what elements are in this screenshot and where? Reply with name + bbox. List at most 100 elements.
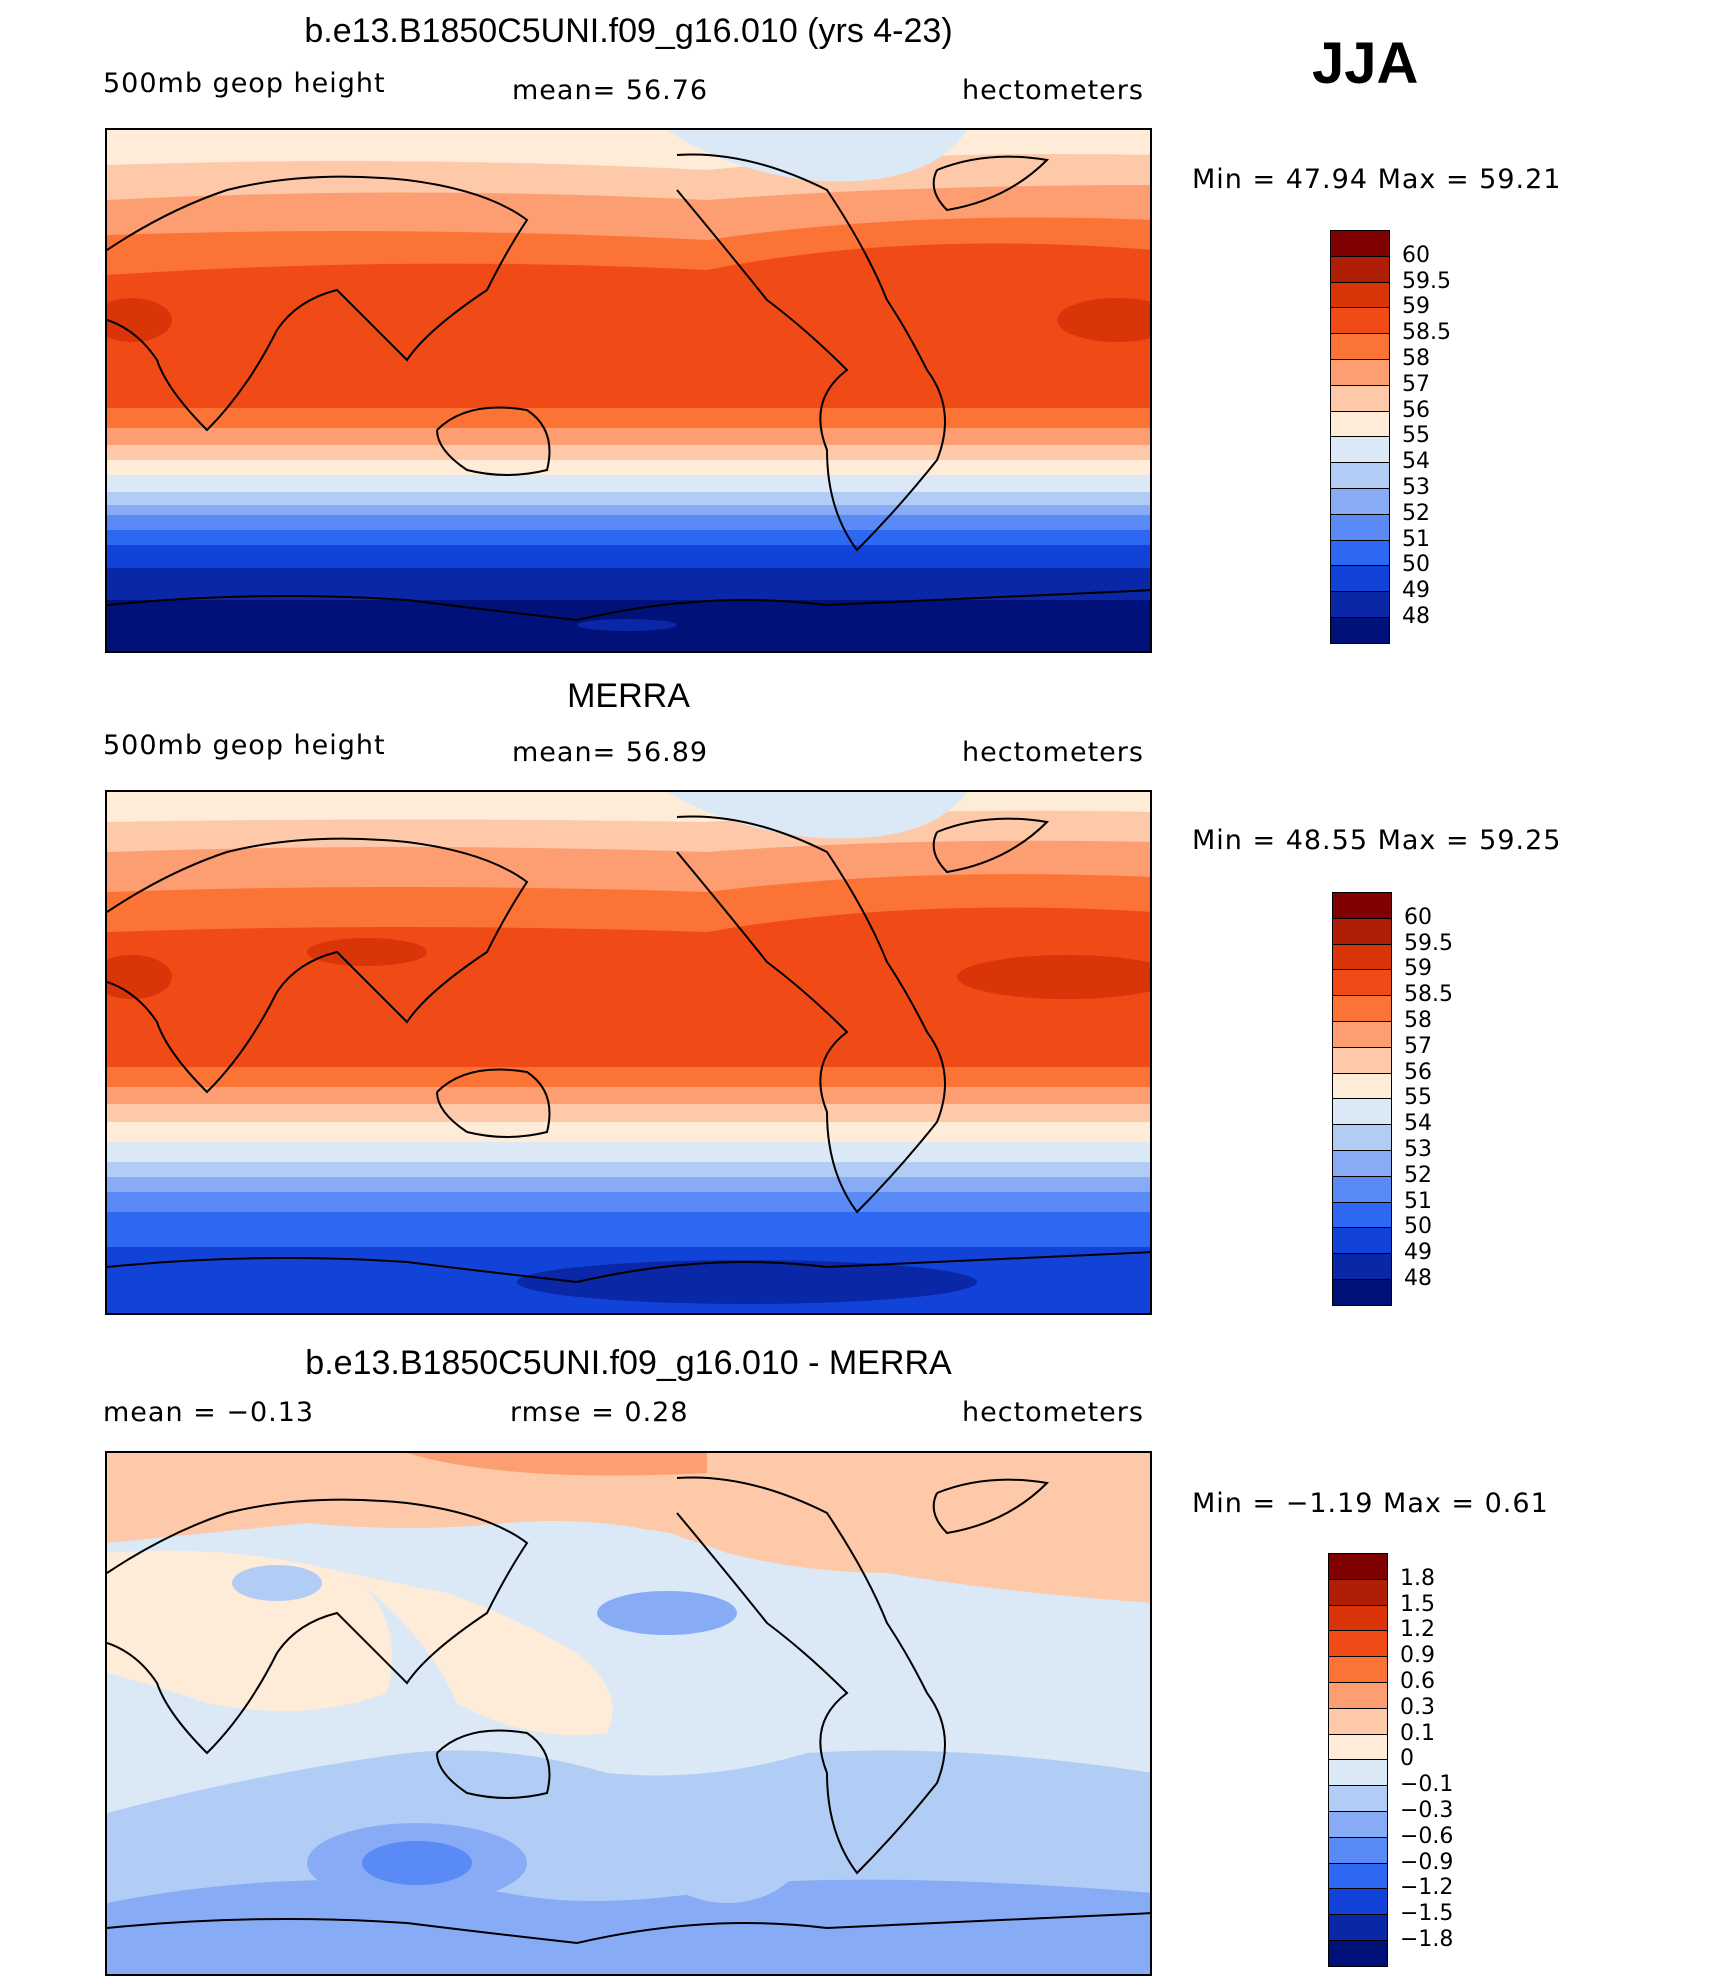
colorbar-swatch [1328,1707,1388,1735]
colorbar-swatch [1328,1888,1388,1916]
colorbar-tick-label: 58 [1402,346,1430,371]
colorbar-tick-label: 52 [1402,500,1430,526]
colorbar-swatch [1328,1604,1388,1632]
colorbar-swatch [1330,410,1390,438]
colorbar-tick-label: 53 [1402,475,1430,500]
panel-1-mean-label: mean= 56.76 [512,75,709,106]
panel-1-map [105,128,1152,653]
panel-1-units-label: hectometers [962,75,1144,106]
panel-1-title: b.e13.B1850C5UNI.f09_g16.010 (yrs 4-23) [304,12,953,50]
colorbar-swatch [1332,1227,1392,1255]
colorbar-swatch [1330,255,1390,283]
colorbar-tick-label: 53 [1404,1137,1432,1162]
colorbar-tick-label: −0.6 [1400,1823,1454,1849]
colorbar-swatch [1332,1253,1392,1280]
panel-3-contour-plot [107,1453,1150,1974]
colorbar-swatch [1332,943,1392,971]
panel-3-title: b.e13.B1850C5UNI.f09_g16.010 - MERRA [305,1344,952,1382]
colorbar-swatch [1332,1175,1392,1203]
colorbar-tick-label: −0.1 [1400,1772,1454,1798]
colorbar-tick-label: 0.3 [1400,1694,1435,1720]
colorbar-swatch [1330,307,1390,335]
colorbar-tick-label: −0.3 [1400,1798,1454,1823]
colorbar-tick-label: 59.5 [1402,268,1451,294]
colorbar-tick-label: 55 [1404,1085,1432,1111]
colorbar-tick-label: 56 [1404,1059,1432,1085]
colorbar-tick-label: −1.2 [1400,1875,1454,1901]
colorbar-swatch [1332,1046,1392,1074]
colorbar-tick-label: 1.2 [1400,1617,1435,1643]
colorbar-swatch [1328,1553,1388,1580]
colorbar-tick-label: 49 [1404,1240,1432,1266]
colorbar-tick-label: 58.5 [1402,320,1451,346]
colorbar-tick-label: −1.8 [1400,1927,1454,1952]
colorbar-swatch [1332,1124,1392,1151]
colorbar-tick-label: 0.9 [1400,1643,1435,1669]
colorbar-swatch [1330,591,1390,618]
season-label: JJA [1312,31,1419,96]
colorbar-swatch [1330,230,1390,257]
colorbar-tick-label: 50 [1404,1214,1432,1240]
colorbar-tick-label: 0.6 [1400,1669,1435,1694]
panel-2-mean-label: mean= 56.89 [512,737,709,768]
panel-1-left-label: 500mb geop height [103,68,386,99]
panel-2-title: MERRA [567,677,690,715]
colorbar-swatch [1332,917,1392,945]
colorbar-tick-label: 60 [1402,242,1430,268]
colorbar-swatch [1328,1630,1388,1658]
colorbar-tick-label: 1.8 [1400,1565,1435,1591]
colorbar-swatch [1332,969,1392,997]
colorbar-tick-label: 1.5 [1400,1591,1435,1617]
colorbar-tick-label: 50 [1402,552,1430,578]
colorbar-swatch [1330,488,1390,515]
colorbar-tick-label: 58 [1404,1008,1432,1033]
colorbar-swatch [1332,1098,1392,1126]
colorbar-swatch [1328,1811,1388,1838]
colorbar-swatch [1332,1021,1392,1048]
colorbar-swatch [1328,1759,1388,1787]
panel-2-left-label: 500mb geop height [103,730,386,761]
colorbar-tick-label: 58.5 [1404,982,1453,1008]
colorbar-tick-label: 0 [1400,1746,1414,1772]
colorbar-tick-label: 59 [1402,294,1430,320]
colorbar-swatch [1328,1682,1388,1709]
colorbar-swatch [1328,1785,1388,1812]
colorbar-swatch [1332,1150,1392,1177]
colorbar-tick-label: 52 [1404,1162,1432,1188]
colorbar-swatch [1328,1862,1388,1890]
colorbar-swatch [1328,1733,1388,1761]
colorbar-swatch [1328,1578,1388,1606]
panel-2-contour-plot [107,792,1150,1313]
colorbar-tick-label: 57 [1404,1033,1432,1059]
colorbar-tick-label: 55 [1402,423,1430,449]
colorbar-swatch [1330,333,1390,360]
colorbar-swatch [1330,539,1390,567]
colorbar-tick-label: 54 [1402,449,1430,475]
panel-1-minmax: Min = 47.94 Max = 59.21 [1192,164,1562,195]
panel-3-units-label: hectometers [962,1397,1144,1428]
colorbar-swatch [1330,565,1390,593]
colorbar-tick-label: 59 [1404,956,1432,982]
colorbar-tick-label: 51 [1402,526,1430,552]
colorbar-swatch [1330,436,1390,464]
panel-3-minmax: Min = −1.19 Max = 0.61 [1192,1488,1549,1519]
colorbar-swatch [1330,513,1390,541]
panel-3-mean-label: mean = −0.13 [103,1397,315,1428]
colorbar-swatch [1332,1072,1392,1100]
colorbar-swatch [1330,617,1390,644]
colorbar-swatch [1330,462,1390,489]
panel-2-minmax: Min = 48.55 Max = 59.25 [1192,825,1562,856]
colorbar-swatch [1328,1656,1388,1683]
colorbar-tick-label: 56 [1402,397,1430,423]
colorbar-tick-label: 59.5 [1404,930,1453,956]
colorbar-tick-label: 54 [1404,1111,1432,1137]
colorbar-swatch [1328,1940,1388,1967]
colorbar-tick-label: 51 [1404,1188,1432,1214]
colorbar-swatch [1332,892,1392,919]
colorbar-tick-label: 57 [1402,371,1430,397]
panel-3-rmse-label: rmse = 0.28 [510,1397,689,1428]
colorbar-swatch [1330,281,1390,309]
colorbar-tick-label: 60 [1404,904,1432,930]
colorbar-tick-label: 49 [1402,578,1430,604]
colorbar-tick-label: 0.1 [1400,1720,1435,1746]
